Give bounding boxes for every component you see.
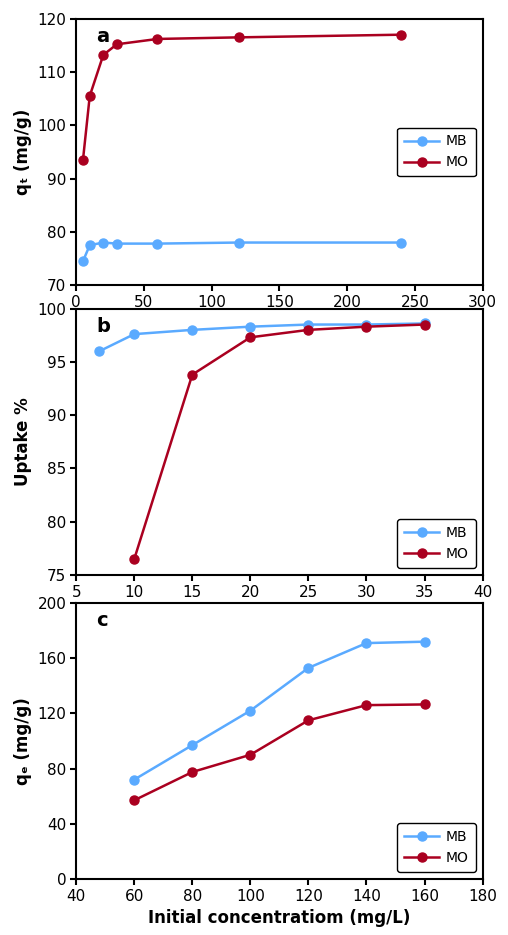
MB <box>189 740 196 751</box>
Line: MB: MB <box>78 238 406 266</box>
MB <box>80 255 86 266</box>
MB <box>131 328 137 339</box>
Y-axis label: Uptake %: Uptake % <box>14 397 32 486</box>
Line: MO: MO <box>130 320 429 564</box>
MO <box>305 324 311 336</box>
MO <box>363 321 369 332</box>
MB <box>131 774 137 785</box>
Legend: MB, MO: MB, MO <box>397 823 475 872</box>
MO <box>247 332 253 343</box>
MO <box>154 34 161 45</box>
MB <box>114 238 120 250</box>
Legend: MB, MO: MB, MO <box>397 519 475 568</box>
X-axis label: Contact time (min): Contact time (min) <box>192 315 367 334</box>
MO <box>398 29 404 40</box>
Legend: MB, MO: MB, MO <box>397 127 475 177</box>
MB <box>363 638 369 649</box>
MB <box>305 319 311 330</box>
MO <box>114 38 120 50</box>
MB <box>305 662 311 673</box>
MO <box>80 154 86 165</box>
MO <box>422 698 428 710</box>
Text: a: a <box>97 27 110 46</box>
MO <box>236 32 242 43</box>
Text: b: b <box>97 317 110 336</box>
MO <box>363 699 369 711</box>
MB <box>97 346 103 357</box>
MO <box>87 91 93 102</box>
MB <box>247 705 253 716</box>
MB <box>100 237 106 248</box>
MB <box>398 237 404 248</box>
X-axis label: Dose (mg): Dose (mg) <box>231 605 328 624</box>
Line: MB: MB <box>95 319 429 355</box>
MO <box>131 554 137 565</box>
X-axis label: Initial concentratiom (mg/L): Initial concentratiom (mg/L) <box>148 909 410 928</box>
MB <box>87 239 93 251</box>
MB <box>422 636 428 647</box>
MO <box>100 50 106 61</box>
Y-axis label: qₜ (mg/g): qₜ (mg/g) <box>14 108 32 195</box>
MO <box>305 714 311 726</box>
MB <box>154 238 161 250</box>
Text: c: c <box>97 611 108 630</box>
Line: MB: MB <box>130 637 429 784</box>
MB <box>236 237 242 248</box>
MB <box>363 319 369 330</box>
MB <box>189 324 196 336</box>
Line: MO: MO <box>130 700 429 805</box>
MB <box>247 321 253 332</box>
Line: MO: MO <box>78 30 406 165</box>
MO <box>131 795 137 806</box>
MO <box>189 369 196 381</box>
MO <box>189 767 196 778</box>
MO <box>247 749 253 760</box>
Y-axis label: qₑ (mg/g): qₑ (mg/g) <box>14 698 32 784</box>
MO <box>422 319 428 330</box>
MB <box>422 318 428 329</box>
